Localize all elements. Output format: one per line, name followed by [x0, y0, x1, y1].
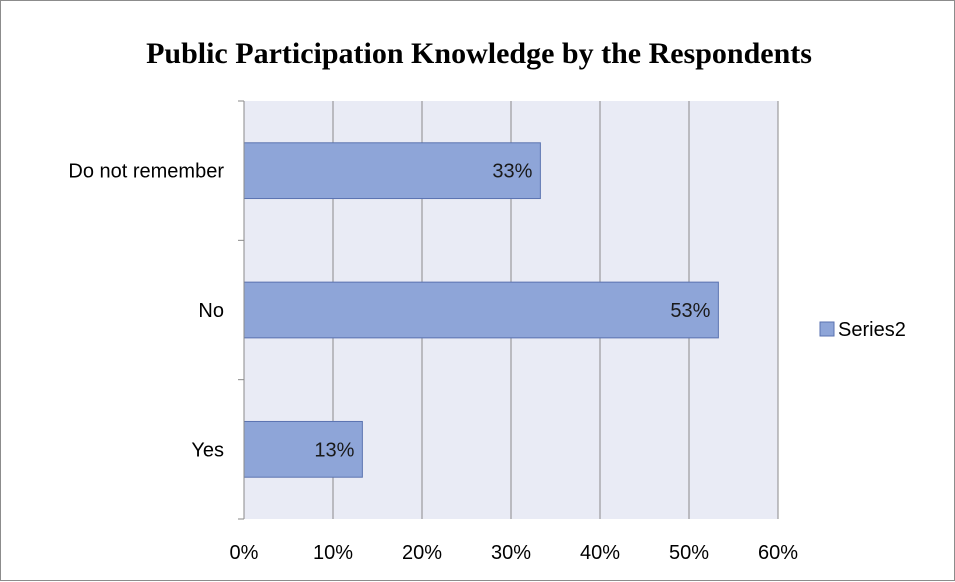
x-tick-label: 50% — [669, 542, 709, 564]
y-tick-label: Do not remember — [68, 161, 224, 183]
data-label: 53% — [670, 300, 710, 322]
data-label: 13% — [314, 439, 354, 461]
bars — [243, 142, 719, 478]
y-tick-label: Yes — [191, 439, 224, 461]
x-tick-label: 0% — [230, 542, 259, 564]
y-tick-label: No — [198, 300, 224, 322]
data-label: 33% — [492, 161, 532, 183]
data-labels: 13% 53% 33% — [314, 161, 710, 462]
x-tick-label: 30% — [491, 542, 531, 564]
x-tick-label: 40% — [580, 542, 620, 564]
bar — [243, 142, 541, 200]
legend-swatch — [819, 321, 835, 337]
x-axis-ticks: 0% 10% 20% 30% 40% 50% 60% — [230, 542, 799, 564]
x-tick-label: 10% — [313, 542, 353, 564]
axes — [238, 100, 245, 520]
legend: Series2 — [819, 319, 906, 341]
legend-label: Series2 — [838, 319, 906, 341]
x-tick-label: 20% — [402, 542, 442, 564]
x-tick-label: 60% — [758, 542, 798, 564]
chart-title: Public Participation Knowledge by the Re… — [146, 37, 812, 70]
bar — [243, 420, 363, 478]
y-axis-ticks: Yes No Do not remember — [68, 161, 224, 462]
bar — [243, 281, 719, 339]
